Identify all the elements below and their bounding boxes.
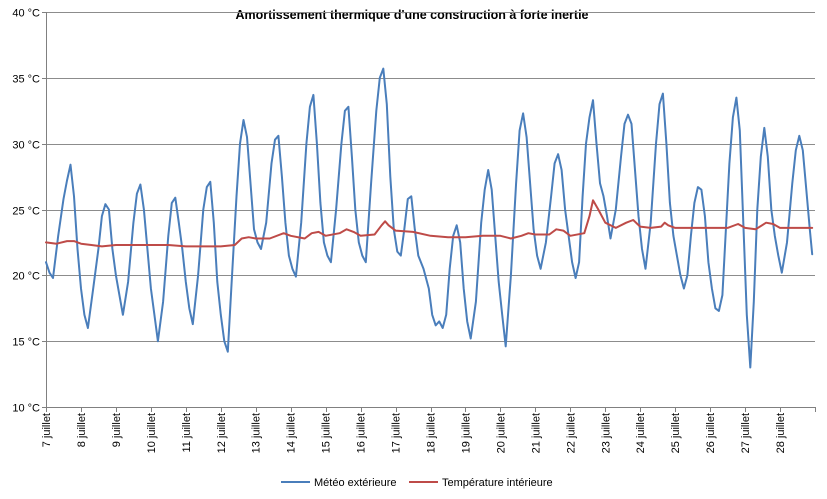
x-tick-label: 10 juillet [146, 413, 158, 453]
y-tick-label: 40 °C [12, 8, 40, 20]
x-tick-label: 19 juillet [460, 413, 472, 453]
x-tick-label: 15 juillet [321, 413, 333, 453]
legend: Météo extérieure Température intérieure [281, 477, 553, 489]
y-tick-label: 30 °C [12, 140, 40, 152]
y-tick-label: 35 °C [12, 74, 40, 86]
series-line-0 [45, 67, 814, 369]
x-tick-label: 7 juillet [41, 413, 53, 447]
y-tick-label: 20 °C [12, 271, 40, 283]
y-tick-label: 15 °C [12, 337, 40, 349]
x-tick-label: 14 juillet [286, 413, 298, 453]
x-tick-label: 12 juillet [216, 413, 228, 453]
gridlines [46, 12, 815, 408]
x-tick-label: 17 juillet [391, 413, 403, 453]
legend-label-1: Température intérieure [442, 477, 553, 489]
x-tick-label: 8 juillet [76, 413, 88, 447]
x-tick-label: 26 juillet [705, 413, 717, 453]
axes: 10 °C 15 °C 20 °C 25 °C 30 °C 35 °C 40 °C 7 jui… [12, 8, 816, 453]
x-tick-label: 16 juillet [356, 413, 368, 453]
x-tick-label: 27 juillet [740, 413, 752, 453]
x-tick-label: 20 juillet [495, 413, 507, 453]
x-tick-label: 11 juillet [181, 413, 193, 453]
x-tick-label: 22 juillet [565, 413, 577, 453]
x-tick-label: 25 juillet [670, 413, 682, 453]
legend-label-0: Météo extérieure [314, 477, 397, 489]
x-tick-label: 18 juillet [426, 413, 438, 453]
x-tick-label: 23 juillet [600, 413, 612, 453]
x-tick-label: 13 juillet [251, 413, 263, 453]
series-line-1 [45, 199, 814, 248]
y-tick-label: 25 °C [12, 206, 40, 218]
x-tick-label: 28 juillet [775, 413, 787, 453]
x-tick-label: 21 juillet [530, 413, 542, 453]
chart-title: Amortissement thermique d'une constructi… [235, 8, 588, 22]
x-tick-label: 9 juillet [111, 413, 123, 447]
x-tick-label: 24 juillet [635, 413, 647, 453]
series-lines [45, 67, 814, 369]
y-tick-label: 10 °C [12, 403, 40, 415]
